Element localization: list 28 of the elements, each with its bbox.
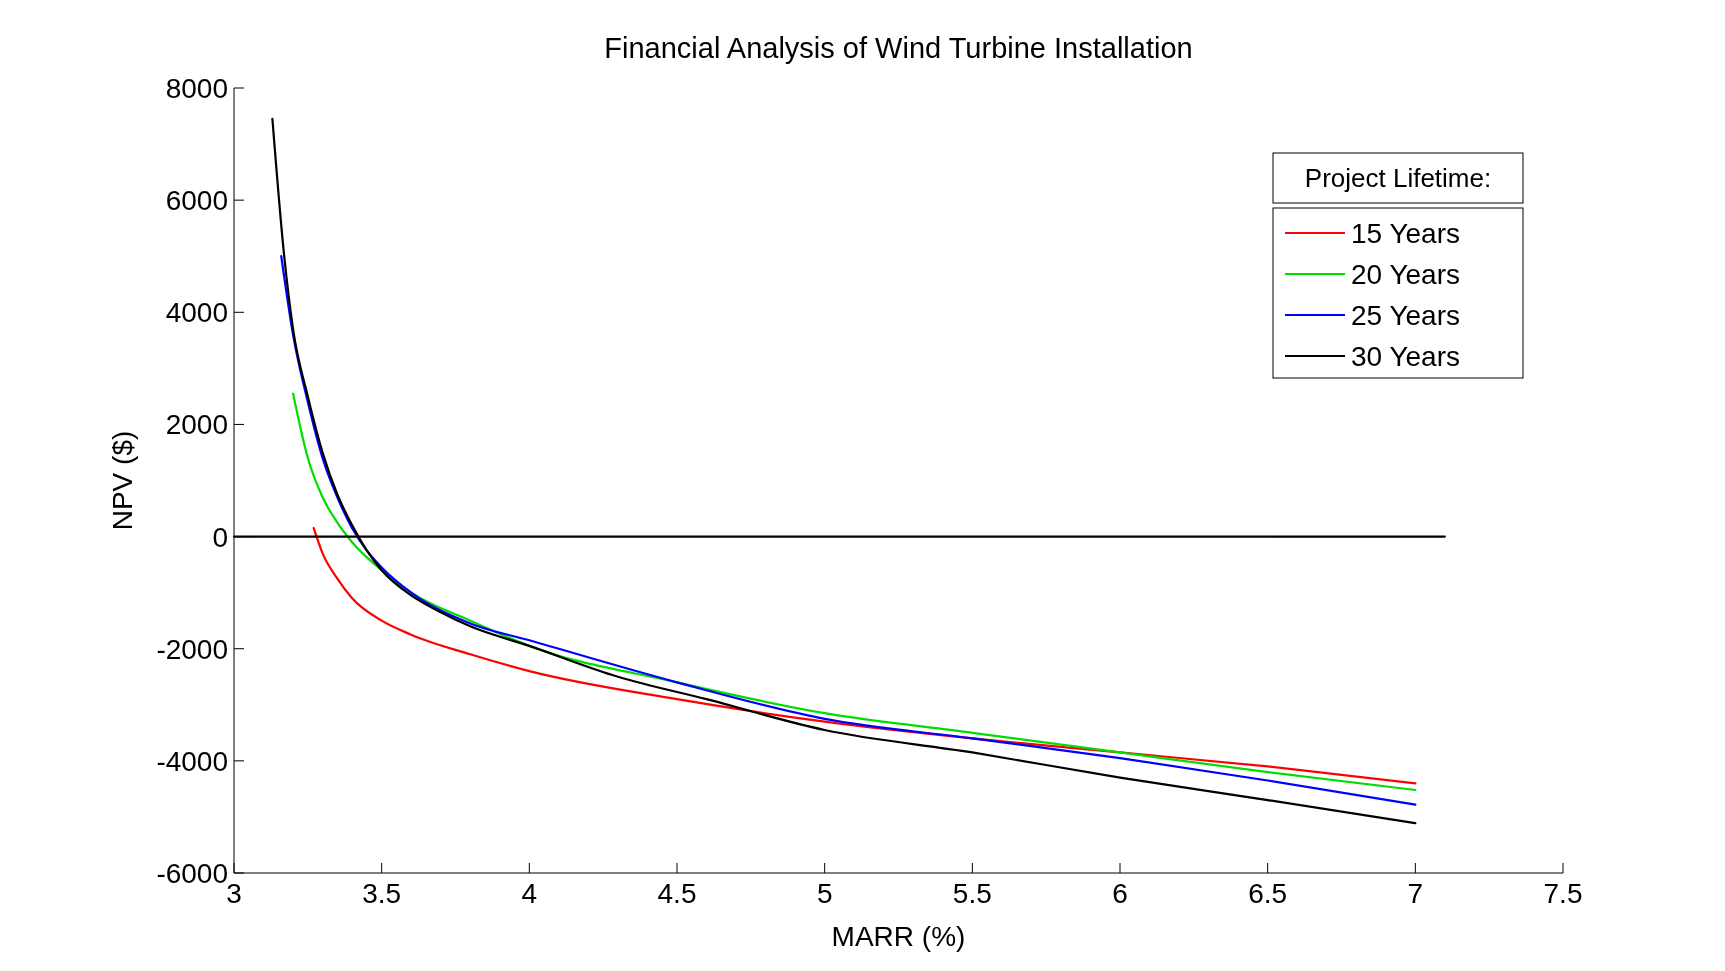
chart-title: Financial Analysis of Wind Turbine Installation — [604, 32, 1193, 64]
y-tick-label: 4000 — [165, 297, 228, 329]
x-tick-label: 7.5 — [1543, 878, 1583, 909]
x-tick-label: 7 — [1407, 878, 1424, 909]
y-tick-label: 0 — [212, 521, 228, 553]
legend-label: 25 Years — [1351, 300, 1460, 331]
x-tick-label: 6.5 — [1248, 878, 1288, 909]
y-axis-title: NPV ($) — [107, 430, 138, 531]
y-tick-label: -4000 — [156, 745, 228, 777]
line-series — [291, 392, 1417, 792]
x-axis-title: MARR (%) — [831, 921, 966, 952]
x-tick-label: 6 — [1112, 878, 1128, 909]
x-tick-label: 4 — [521, 878, 538, 909]
y-tick-label: -6000 — [156, 858, 228, 889]
legend-label: 30 Years — [1351, 341, 1460, 372]
x-tick-label: 5 — [816, 878, 833, 909]
x-tick-label: 4.5 — [657, 878, 697, 909]
y-tick-label: -2000 — [156, 633, 228, 665]
legend-title: Project Lifetime: — [1304, 163, 1492, 193]
x-tick-label: 5.5 — [952, 878, 992, 909]
x-tick-label: 3 — [226, 878, 242, 909]
x-tick-label: 3.5 — [362, 878, 402, 909]
y-tick-label: 2000 — [165, 409, 228, 441]
legend-label: 20 Years — [1351, 259, 1460, 290]
y-tick-label: 6000 — [165, 185, 228, 217]
legend-label: 15 Years — [1351, 218, 1460, 249]
y-tick-label: 8000 — [165, 73, 228, 104]
line-series — [312, 527, 1417, 785]
